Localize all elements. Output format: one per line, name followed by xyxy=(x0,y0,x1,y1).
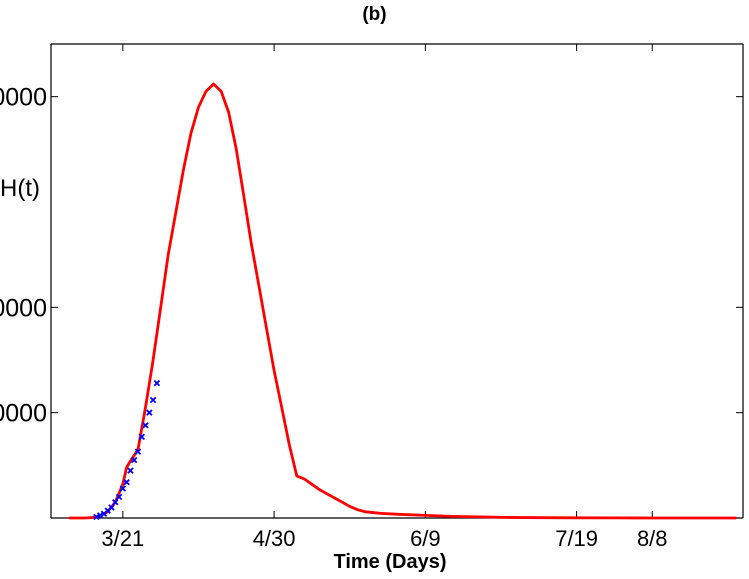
chart-ticks xyxy=(51,44,743,518)
y-axis-title: H(t) xyxy=(0,175,40,202)
y-tick-label: 20000 xyxy=(0,294,47,322)
observed-data-point xyxy=(153,379,161,387)
observed-data-point xyxy=(123,478,130,486)
observed-data-point xyxy=(108,504,115,511)
chart-axes xyxy=(50,43,744,519)
observed-data-point xyxy=(142,422,149,429)
x-tick-label: 4/30 xyxy=(253,526,296,551)
y-tick-label: 40000 xyxy=(0,84,47,112)
observed-data-point xyxy=(130,456,138,464)
observed-data-point xyxy=(93,513,100,521)
observed-data-point xyxy=(146,409,153,416)
x-tick-label: 6/9 xyxy=(410,526,441,551)
observed-data-point xyxy=(112,498,119,506)
observed-data-point xyxy=(149,396,157,404)
observed-data-point xyxy=(119,485,127,492)
x-tick-label: 7/19 xyxy=(555,526,598,551)
panel-label: (b) xyxy=(362,4,387,25)
observed-data-point xyxy=(115,493,123,501)
observed-data-point xyxy=(138,433,145,441)
observed-data-point xyxy=(127,467,134,474)
chart-series xyxy=(68,82,737,521)
fit-curve-line xyxy=(68,82,737,520)
observed-data-point xyxy=(96,512,104,519)
x-axis-title: Time (Days) xyxy=(333,551,447,573)
y-tick-label: 10000 xyxy=(0,400,47,428)
observed-data-point xyxy=(134,448,142,455)
x-tick-label: 8/8 xyxy=(637,526,668,551)
chart-tick-labels: 3/21 4/30 6/9 7/19 8/8 10000 20000 40000 xyxy=(0,84,668,551)
x-tick-label: 3/21 xyxy=(101,526,144,551)
